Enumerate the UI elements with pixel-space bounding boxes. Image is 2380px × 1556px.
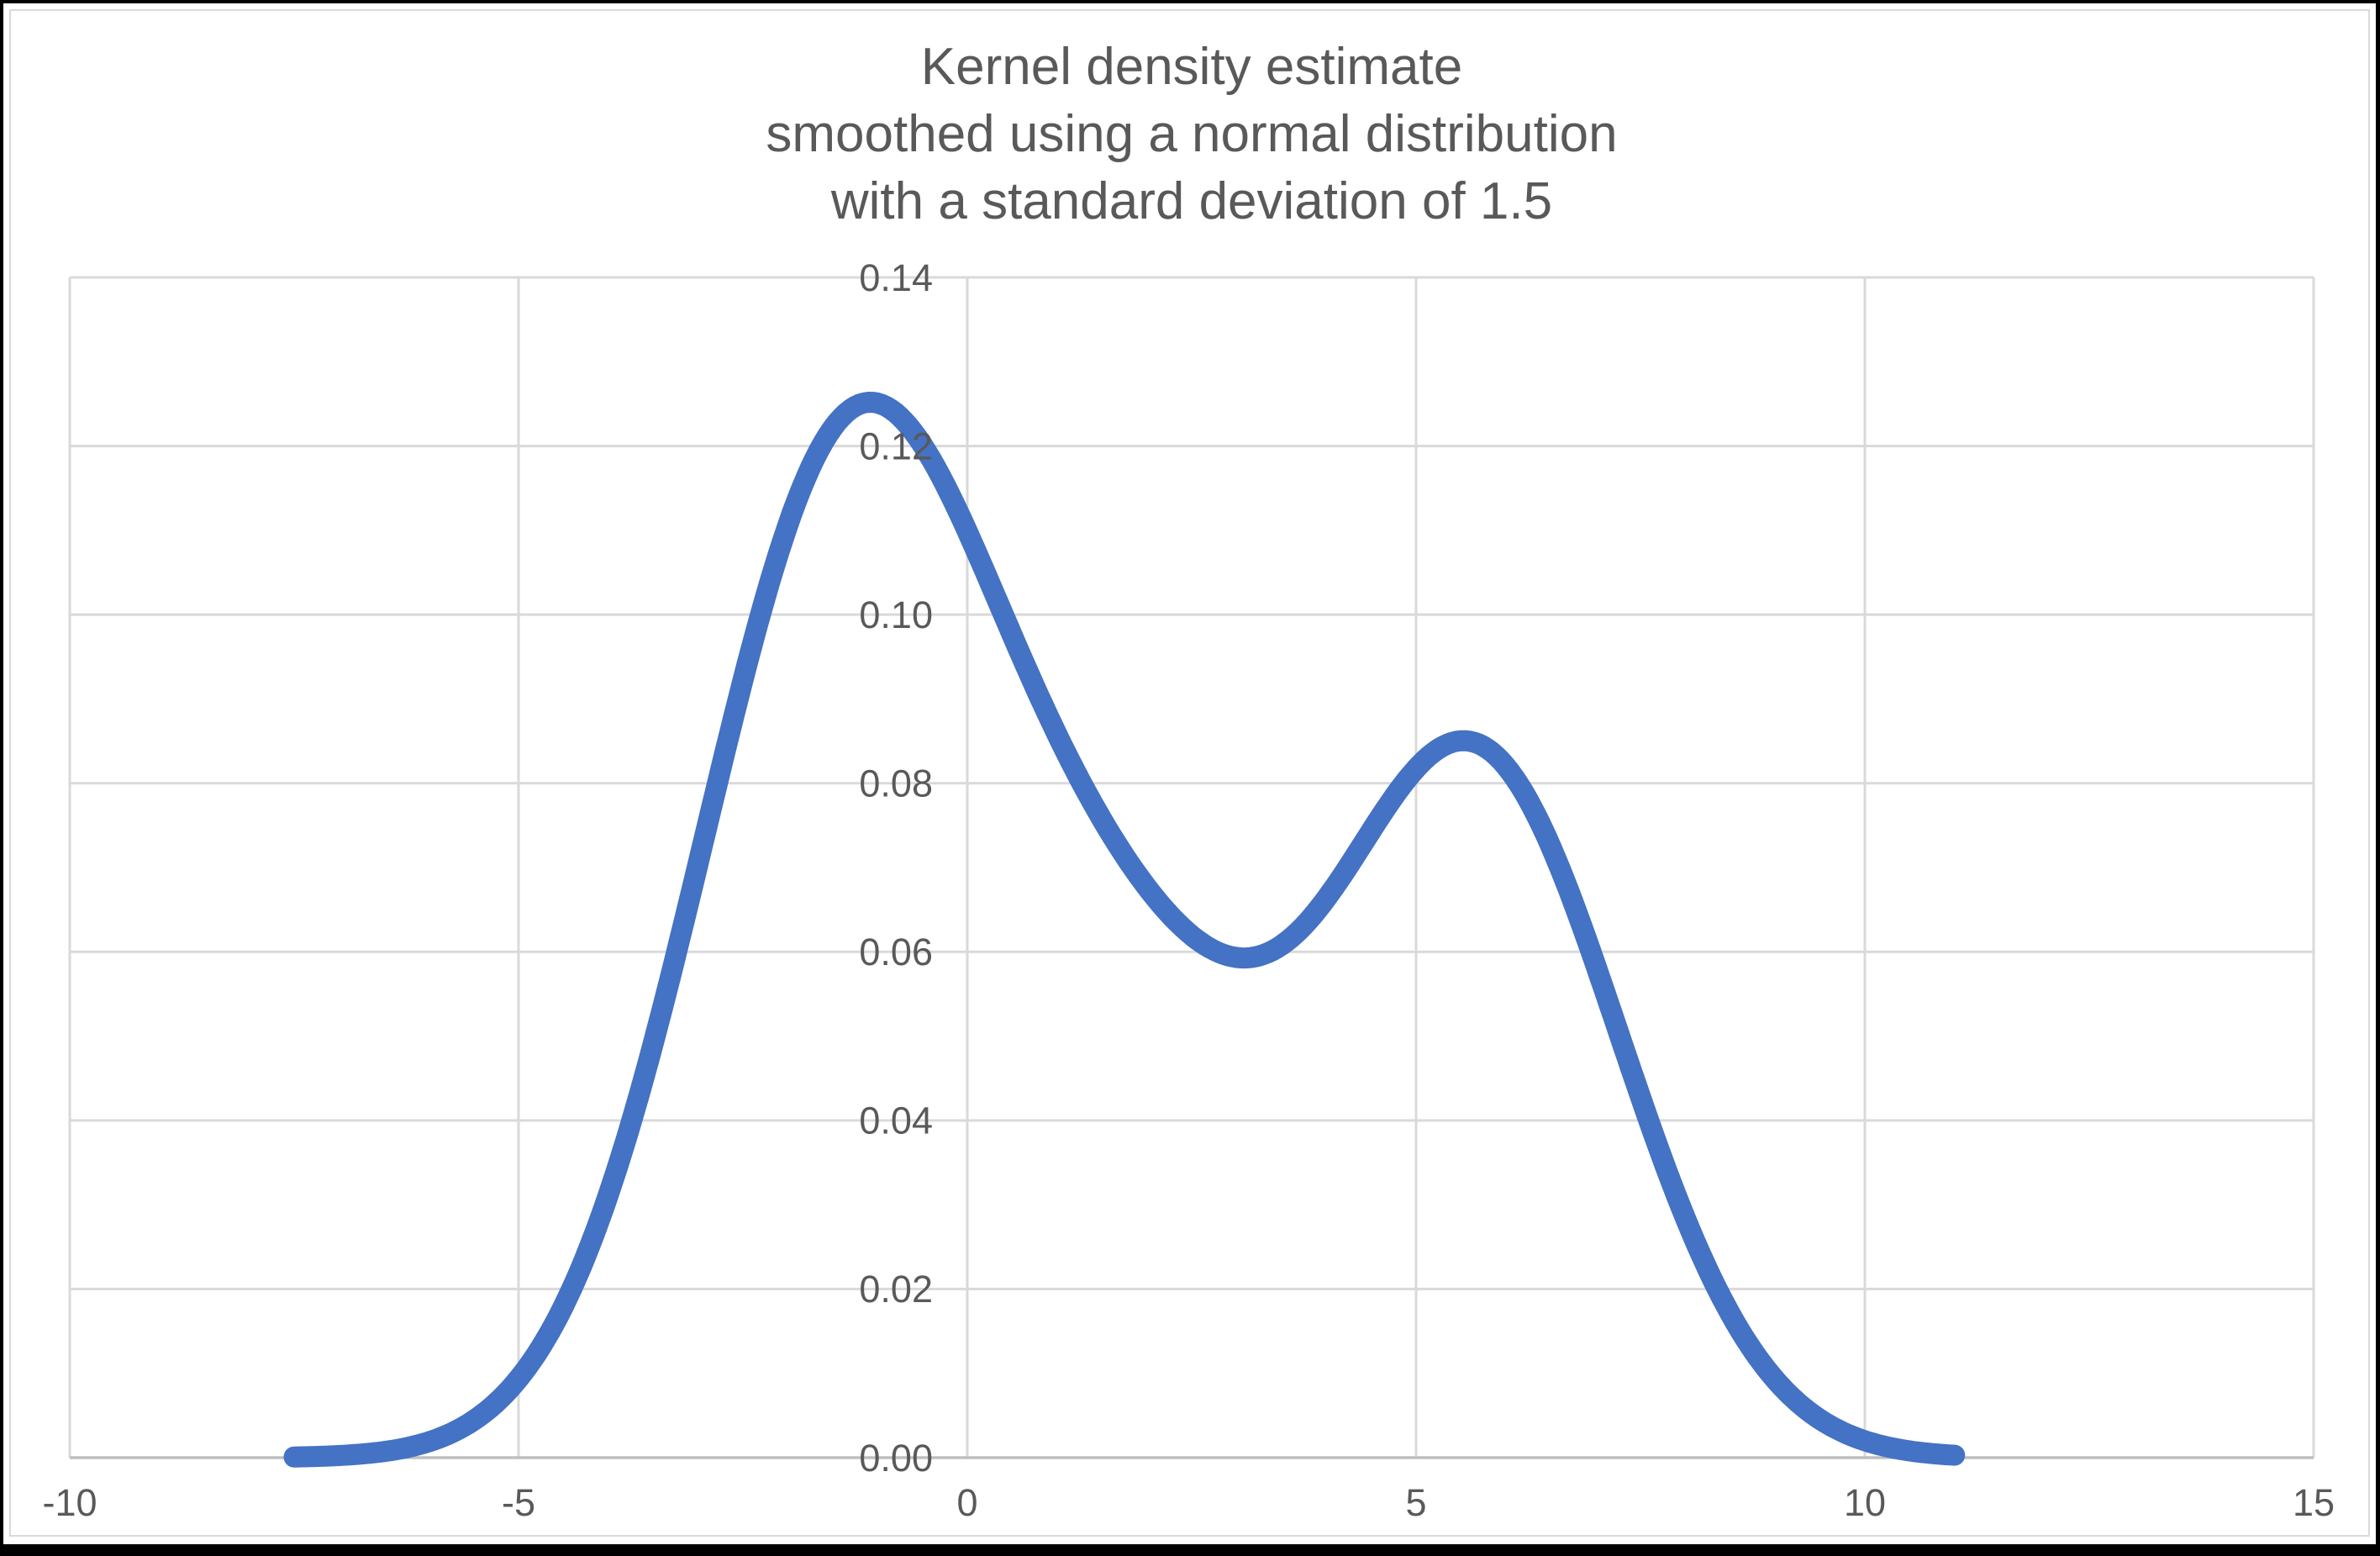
x-tick-label: 5 — [1405, 1481, 1426, 1524]
x-tick-label: -10 — [42, 1481, 97, 1524]
y-tick-label: 0.06 — [859, 931, 933, 973]
chart-background — [3, 3, 2376, 1544]
y-tick-label: 0.04 — [859, 1100, 933, 1142]
x-tick-label: -5 — [502, 1481, 535, 1524]
chart-title-line-1: Kernel density estimate — [920, 38, 1463, 96]
chart-title-line-2: smoothed using a normal distribution — [766, 105, 1618, 163]
chart-title-line-3: with a standard deviation of 1.5 — [830, 172, 1553, 230]
x-tick-label: 10 — [1844, 1481, 1886, 1524]
chart-border — [9, 9, 2370, 1537]
x-tick-label: 15 — [2293, 1481, 2335, 1524]
y-tick-label: 0.02 — [859, 1268, 933, 1311]
kde-curve — [283, 392, 1966, 1468]
chart-title: Kernel density estimate smoothed using a… — [70, 34, 2314, 235]
x-tick-label: 0 — [956, 1481, 977, 1524]
y-tick-label: 0.12 — [859, 425, 933, 467]
y-tick-label: 0.10 — [859, 593, 933, 636]
y-tick-label: 0.08 — [859, 762, 933, 804]
y-tick-label: 0.14 — [859, 256, 933, 299]
y-tick-label: 0.00 — [859, 1437, 933, 1480]
